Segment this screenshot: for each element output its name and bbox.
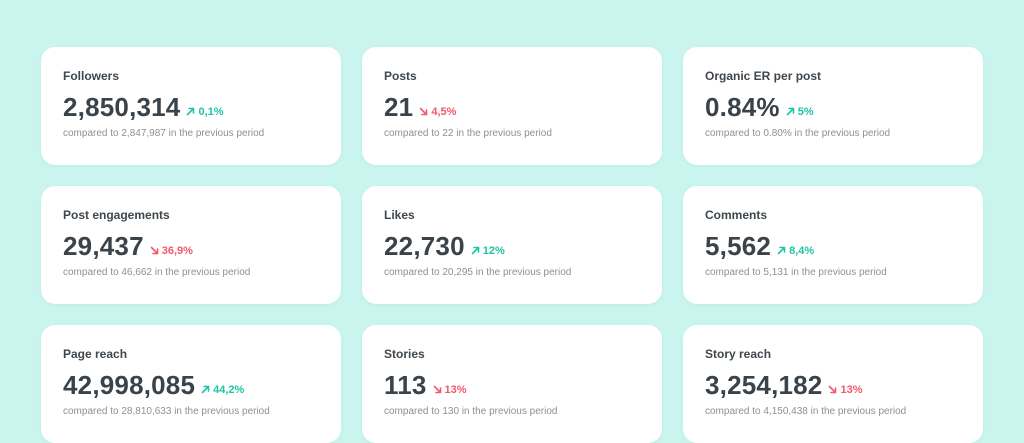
card-title: Likes: [384, 208, 415, 222]
value-row: 3,254,182 13%: [705, 370, 983, 400]
metric-card-stories: Stories 113 13% compared to 130 in the p…: [362, 325, 662, 443]
metric-value: 3,254,182: [705, 370, 823, 400]
change-percent: 36,9%: [161, 244, 193, 257]
comparison-text: compared to 130 in the previous period: [384, 406, 558, 417]
metrics-grid: Followers 2,850,314 0,1% compared to 2,8…: [41, 47, 983, 443]
change-badge: 36,9%: [150, 245, 193, 257]
change-percent: 13%: [444, 383, 467, 396]
metric-value: 22,730: [384, 231, 465, 261]
change-percent: 8,4%: [789, 244, 815, 257]
arrow-up-right-icon: [201, 385, 210, 394]
card-title: Posts: [384, 69, 417, 83]
card-title: Followers: [63, 69, 120, 83]
change-percent: 13%: [840, 383, 863, 396]
value-row: 113 13%: [384, 370, 662, 400]
comparison-text: compared to 22 in the previous period: [384, 128, 552, 139]
value-row: 29,437 36,9%: [63, 231, 341, 261]
card-title: Post engagements: [63, 208, 170, 222]
comparison-text: compared to 0.80% in the previous period: [705, 128, 891, 139]
arrow-up-right-icon: [777, 246, 786, 255]
comparison-text: compared to 28,810,633 in the previous p…: [63, 406, 270, 417]
change-badge: 4,5%: [419, 106, 456, 118]
change-badge: 0,1%: [186, 105, 224, 118]
metric-value: 5,562: [705, 231, 772, 261]
comparison-text: compared to 5,131 in the previous period: [705, 267, 887, 278]
value-row: 42,998,085 44,2%: [63, 370, 341, 400]
change-badge: 8,4%: [777, 245, 814, 257]
metric-value: 2,850,314: [63, 92, 181, 122]
change-badge: 13%: [433, 384, 467, 396]
change-percent: 4,5%: [431, 105, 457, 118]
card-title: Story reach: [705, 347, 772, 361]
change-percent: 0,1%: [198, 105, 224, 118]
comparison-text: compared to 4,150,438 in the previous pe…: [705, 406, 907, 417]
card-title: Organic ER per post: [705, 69, 822, 83]
value-row: 5,562 8,4%: [705, 231, 983, 261]
arrow-down-right-icon: [828, 385, 837, 394]
comparison-text: compared to 20,295 in the previous perio…: [384, 267, 572, 278]
change-percent: 5%: [797, 105, 814, 118]
metric-card-story-reach: Story reach 3,254,182 13% compared to 4,…: [683, 325, 983, 443]
arrow-up-right-icon: [786, 107, 795, 116]
value-row: 0.84% 5%: [705, 92, 983, 122]
comparison-text: compared to 46,662 in the previous perio…: [63, 267, 251, 278]
value-row: 2,850,314 0,1%: [63, 92, 341, 122]
metric-card-post-engagements: Post engagements 29,437 36,9% compared t…: [41, 186, 341, 304]
change-badge: 5%: [786, 106, 814, 118]
arrow-up-right-icon: [471, 246, 480, 255]
change-badge: 12%: [471, 245, 505, 257]
change-badge: 13%: [828, 383, 863, 396]
metric-value: 29,437: [63, 231, 144, 261]
value-row: 21 4,5%: [384, 92, 662, 122]
arrow-down-right-icon: [419, 107, 428, 116]
card-title: Comments: [705, 208, 768, 222]
change-percent: 44,2%: [213, 383, 245, 396]
arrow-down-right-icon: [150, 246, 159, 255]
change-badge: 44,2%: [201, 384, 244, 396]
metric-card-comments: Comments 5,562 8,4% compared to 5,131 in…: [683, 186, 983, 304]
arrow-up-right-icon: [186, 107, 195, 116]
metric-card-posts: Posts 21 4,5% compared to 22 in the prev…: [362, 47, 662, 165]
metric-card-organic-er: Organic ER per post 0.84% 5% compared to…: [683, 47, 983, 165]
card-title: Stories: [384, 347, 425, 361]
metric-value: 21: [384, 92, 414, 122]
value-row: 22,730 12%: [384, 231, 662, 261]
metric-value: 113: [384, 370, 427, 400]
metric-card-likes: Likes 22,730 12% compared to 20,295 in t…: [362, 186, 662, 304]
metric-value: 42,998,085: [63, 370, 196, 400]
metric-card-followers: Followers 2,850,314 0,1% compared to 2,8…: [41, 47, 341, 165]
arrow-down-right-icon: [433, 385, 442, 394]
metric-card-page-reach: Page reach 42,998,085 44,2% compared to …: [41, 325, 341, 443]
metric-value: 0.84%: [705, 92, 780, 122]
card-title: Page reach: [63, 347, 128, 361]
change-percent: 12%: [482, 244, 505, 257]
comparison-text: compared to 2,847,987 in the previous pe…: [63, 128, 265, 139]
